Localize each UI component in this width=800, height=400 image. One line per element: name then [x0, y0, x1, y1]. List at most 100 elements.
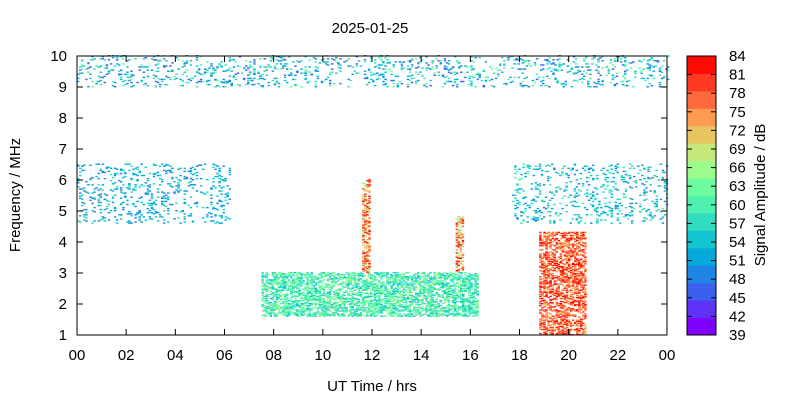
heat-cell [622, 196, 626, 198]
heat-cell [365, 315, 369, 317]
heat-cell [443, 272, 447, 274]
heat-cell [359, 313, 363, 315]
heat-cell [150, 212, 154, 214]
heat-cell [394, 272, 397, 274]
heat-cell [423, 295, 426, 298]
heat-cell [326, 275, 330, 277]
heat-cell [578, 273, 581, 275]
heat-cell [582, 251, 585, 253]
heat-cell [120, 181, 123, 183]
heat-cell [273, 280, 277, 282]
heat-cell [429, 306, 432, 308]
heat-cell [559, 280, 563, 282]
heat-cell [366, 185, 369, 187]
heat-cell [571, 324, 575, 327]
heat-cell [277, 297, 281, 300]
heat-cell [462, 300, 465, 303]
heat-cell [544, 207, 548, 210]
heat-cell [571, 200, 574, 203]
heat-cell [398, 299, 402, 302]
heat-cell [468, 290, 471, 293]
heat-cell [578, 311, 581, 313]
heat-cell [553, 321, 556, 324]
heat-cell [341, 310, 344, 312]
heat-cell [549, 282, 552, 284]
heat-cell [410, 303, 414, 305]
heat-cell [308, 303, 311, 305]
heat-cell [300, 277, 303, 279]
heat-cell [202, 206, 205, 209]
heat-cell [439, 300, 443, 303]
heat-cell [107, 170, 111, 173]
heat-cell [97, 201, 100, 204]
heat-cell [567, 320, 571, 322]
heat-cell [582, 275, 585, 277]
heat-cell [545, 274, 548, 276]
heat-cell [435, 281, 438, 283]
heat-cell [261, 275, 264, 277]
heat-cell [569, 258, 573, 260]
heat-cell [171, 186, 174, 188]
heat-cell [261, 314, 264, 316]
heat-cell [326, 296, 330, 299]
heat-cell [368, 230, 371, 233]
heat-cell [314, 282, 318, 284]
heat-cell [366, 199, 369, 202]
heat-cell [449, 295, 453, 298]
heat-cell [398, 282, 402, 284]
heat-cell [528, 165, 531, 167]
heat-cell [555, 244, 559, 246]
heat-cell [565, 257, 569, 259]
heat-cell [559, 276, 563, 278]
heat-cell [380, 276, 383, 278]
heat-cell [386, 281, 389, 283]
heat-cell [368, 185, 371, 187]
heat-cell [271, 309, 275, 311]
heat-cell [404, 273, 408, 275]
heat-cell [425, 279, 428, 281]
heat-cell [368, 181, 371, 183]
heat-cell [394, 307, 397, 309]
heat-cell [547, 233, 550, 236]
heat-cell [532, 216, 536, 218]
heat-cell [347, 297, 350, 300]
heat-cell [320, 297, 324, 300]
heat-cell [549, 176, 552, 179]
heat-cell [77, 182, 80, 184]
heat-cell [457, 242, 461, 244]
heat-cell [364, 215, 367, 217]
heat-cell [547, 264, 550, 267]
heat-cell [326, 305, 330, 307]
heat-cell [462, 294, 465, 297]
heat-cell [459, 251, 463, 253]
heat-cell [569, 236, 573, 239]
heat-cell [199, 191, 203, 193]
heat-cell [181, 211, 184, 213]
heat-cell [216, 175, 219, 178]
heat-cell [286, 284, 289, 286]
heat-cell [543, 328, 546, 331]
heat-cell [173, 181, 176, 183]
heat-cell [396, 290, 400, 293]
heat-cell [410, 294, 414, 297]
heat-cell [567, 239, 571, 242]
heat-cell [453, 314, 457, 316]
heat-cell [263, 295, 266, 298]
heat-cell [366, 208, 369, 211]
heat-cell [314, 313, 318, 315]
heat-cell [565, 252, 569, 254]
heat-cell [320, 311, 324, 313]
heat-cell [561, 235, 565, 238]
heat-cell [455, 218, 459, 220]
heat-cell [273, 294, 277, 297]
heat-cell [396, 274, 400, 276]
heat-cell [279, 284, 283, 286]
heat-cell [124, 192, 127, 194]
heat-cell [431, 279, 434, 281]
heat-cell [339, 276, 342, 278]
heat-cell [553, 310, 556, 312]
heat-cell [474, 283, 477, 285]
heat-cell [351, 309, 354, 311]
heat-cell [400, 277, 404, 279]
heat-cell [406, 284, 410, 286]
